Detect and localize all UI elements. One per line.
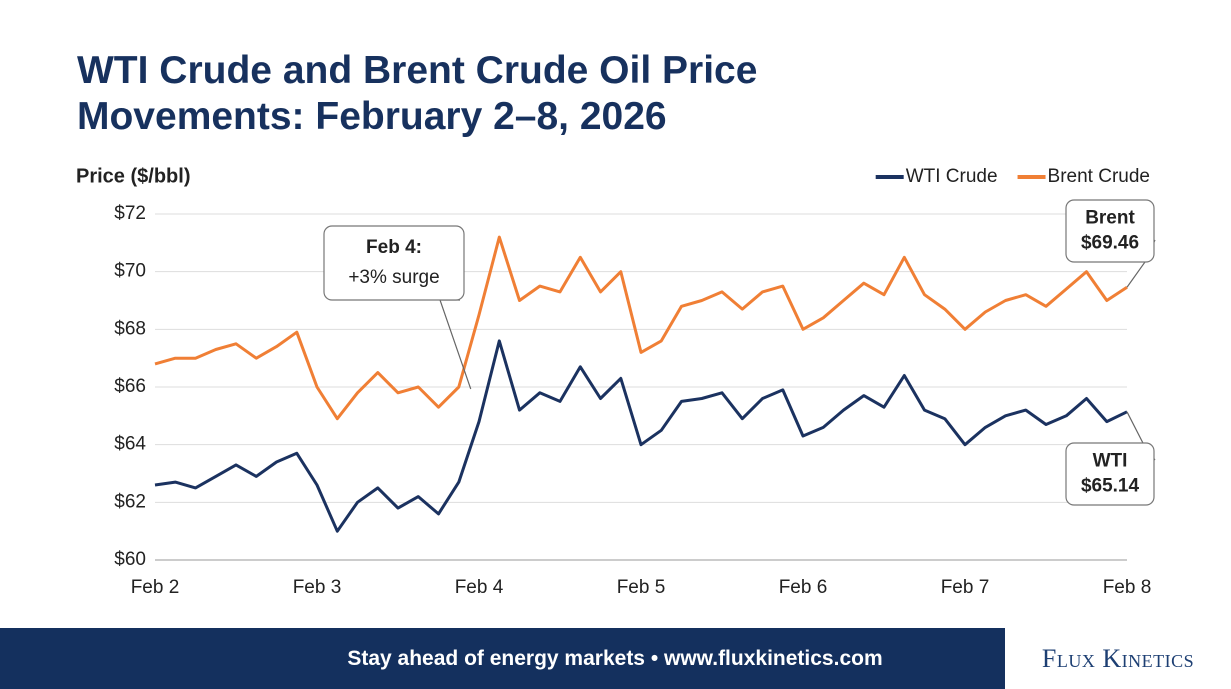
data-line bbox=[154, 339, 1128, 533]
callout-text: $69.46 bbox=[1081, 232, 1139, 253]
chart: Price ($/bbl) $60 $62 $64 $66 $68 $70 $72 Feb 2… bbox=[0, 0, 1156, 598]
callout-title: WTI bbox=[1093, 451, 1128, 472]
callout-pointer bbox=[439, 299, 472, 390]
x-tick-label: Feb 5 bbox=[617, 577, 666, 598]
y-tick-label: $62 bbox=[114, 491, 146, 512]
callout-box bbox=[1065, 199, 1155, 263]
callout-title: Brent bbox=[1085, 208, 1135, 229]
x-tick-label: Feb 2 bbox=[131, 577, 180, 598]
y-tick-label: $64 bbox=[114, 434, 146, 455]
y-tick-label: $60 bbox=[114, 549, 146, 570]
callout-title: Feb 4: bbox=[366, 237, 422, 258]
y-tick-label: $70 bbox=[114, 261, 146, 282]
callout-box bbox=[323, 225, 465, 301]
x-tick-label: Feb 3 bbox=[293, 577, 342, 598]
legend-label: WTI Crude bbox=[906, 166, 998, 187]
y-axis-label: Price ($/bbl) bbox=[76, 165, 190, 187]
callout-box bbox=[1065, 442, 1155, 506]
y-tick-label: $72 bbox=[114, 203, 146, 224]
chart-title: WTI Crude and Brent Crude Oil Price Move… bbox=[77, 49, 758, 138]
callout-text: +3% surge bbox=[348, 267, 439, 288]
x-tick-label: Feb 4 bbox=[455, 577, 504, 598]
logo: Flux Kinetics bbox=[1041, 644, 1195, 673]
x-tick-label: Feb 6 bbox=[779, 577, 828, 598]
callout-text: $65.14 bbox=[1081, 475, 1140, 496]
data-line bbox=[154, 235, 1128, 421]
y-tick-label: $66 bbox=[114, 376, 146, 397]
y-tick-label: $68 bbox=[114, 318, 146, 339]
legend-label: Brent Crude bbox=[1048, 166, 1150, 187]
x-tick-label: Feb 7 bbox=[941, 577, 990, 598]
footer-banner: Stay ahead of energy markets • www.fluxk… bbox=[0, 628, 1005, 689]
x-tick-label: Feb 8 bbox=[1103, 577, 1152, 598]
